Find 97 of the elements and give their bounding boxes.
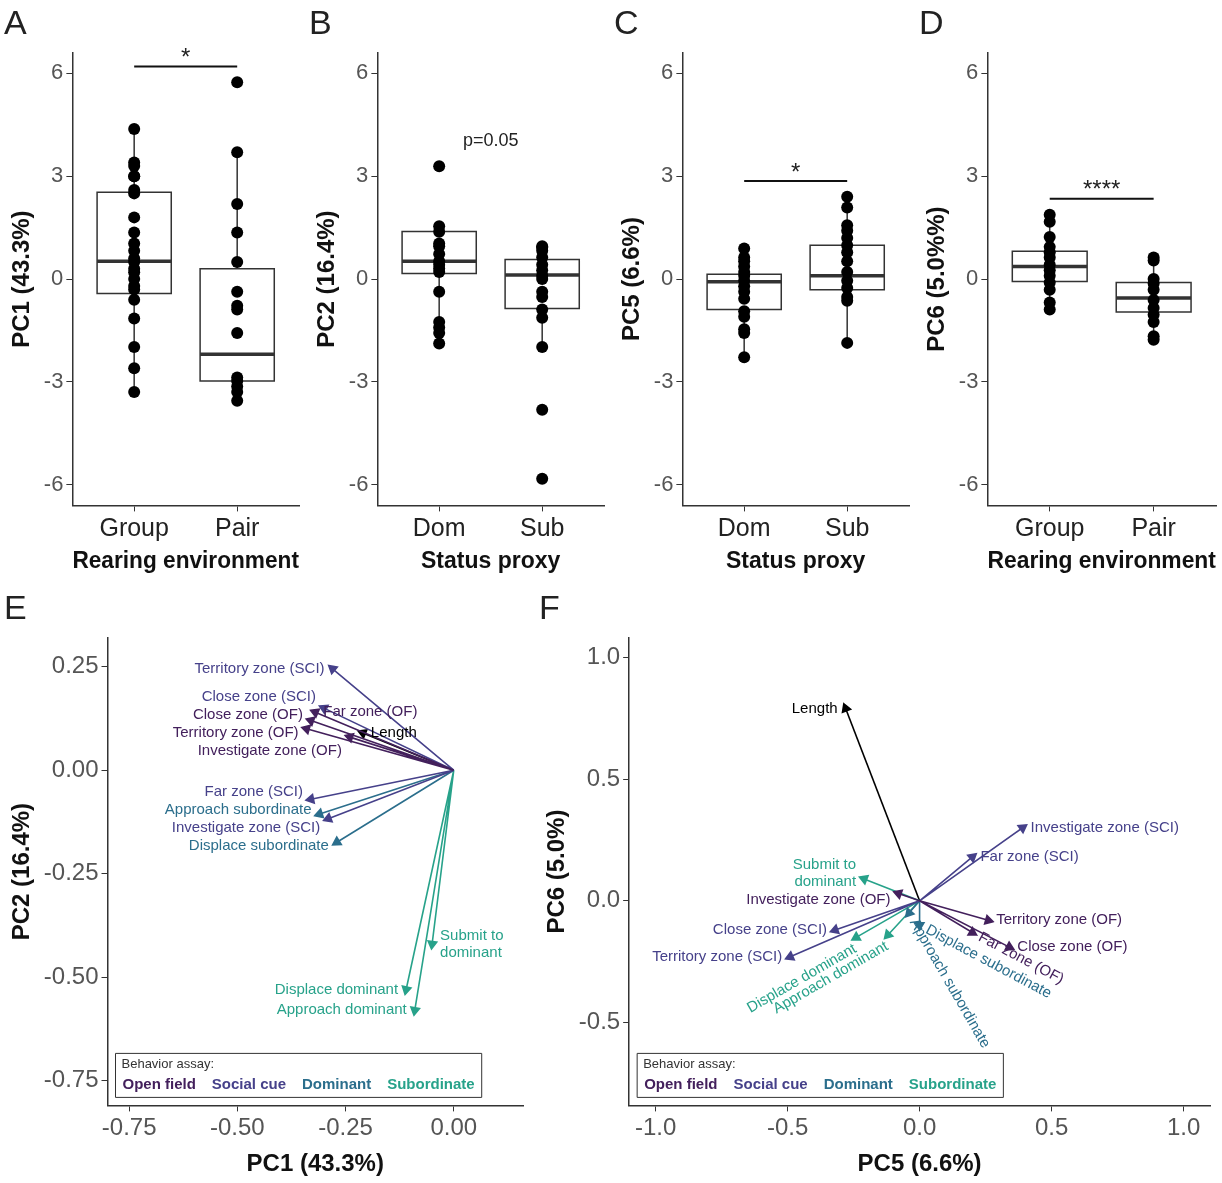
y-axis-title: PC2 (16.4%) [7, 802, 35, 941]
annotation: Far zone (SCI) [980, 847, 1079, 865]
y-axis-title: PC6 (5.0%) [542, 809, 570, 934]
chart-title: A [4, 2, 27, 41]
y-tick-label: 3 [51, 162, 64, 188]
annotation: p=0.05 [462, 130, 519, 151]
x-tick-label: 0.5 [1034, 1113, 1069, 1141]
chart-title: F [539, 587, 560, 626]
x-tick-label: Sub [824, 513, 870, 542]
text: Dominant [823, 1074, 893, 1092]
x-tick-label: -0.50 [209, 1113, 265, 1141]
y-tick-label: 1.0 [586, 641, 621, 669]
y-axis-title: PC6 (5.0%%) [922, 206, 950, 352]
annotation: Investigate zone (OF) [197, 740, 342, 758]
annotation: Length [791, 698, 838, 716]
x-tick-label: Pair [1131, 513, 1176, 542]
x-tick-label: Pair [214, 513, 260, 542]
x-tick-label: Group [99, 513, 169, 542]
y-tick-label: 0.00 [51, 754, 99, 782]
x-axis-title: PC1 (43.3%) [246, 1149, 384, 1177]
text: Social cue [733, 1074, 808, 1092]
text: Open field [122, 1074, 196, 1092]
annotation: Investigate zone (SCI) [1030, 817, 1179, 835]
annotation: Territory zone (SCI) [194, 658, 325, 676]
text: Subordinate [908, 1074, 997, 1092]
text: Dominant [302, 1074, 372, 1092]
x-tick-label: Dom [412, 513, 466, 542]
annotation: Territory zone (OF) [172, 722, 299, 740]
x-axis-title: Rearing environment [987, 546, 1217, 573]
annotation: **** [1083, 175, 1121, 203]
y-tick-label: 6 [966, 59, 979, 85]
annotation: * [791, 157, 801, 185]
y-tick-label: 3 [661, 162, 674, 188]
y-tick-label: 6 [51, 59, 64, 85]
x-axis-title: Status proxy [421, 546, 561, 573]
x-axis-title: Status proxy [726, 546, 866, 573]
y-tick-label: -0.5 [578, 1007, 621, 1035]
chart-title: B [309, 2, 332, 41]
y-axis-title: PC2 (16.4%) [312, 210, 340, 348]
y-tick-label: 0 [51, 265, 64, 291]
y-tick-label: 0 [356, 265, 369, 291]
y-tick-label: -0.25 [43, 858, 99, 886]
annotation: Approach dominant [276, 1000, 408, 1018]
y-tick-label: 0 [661, 265, 674, 291]
annotation: Far zone (SCI) [204, 781, 303, 799]
text: Subordinate [387, 1074, 475, 1092]
y-tick-label: -6 [43, 470, 64, 496]
text: Social cue [211, 1074, 287, 1092]
annotation: Investigate zone (OF) [746, 889, 891, 907]
annotation: Displace subordinate [188, 835, 329, 853]
y-tick-label: 0 [966, 265, 979, 291]
y-tick-label: -6 [958, 470, 979, 496]
y-tick-label: 3 [356, 162, 369, 188]
y-tick-label: -3 [958, 368, 979, 394]
chart-title: E [4, 587, 27, 626]
x-tick-label: 0.0 [902, 1113, 937, 1141]
legend-title: Behavior assay: [121, 1055, 214, 1071]
y-tick-label: -6 [348, 470, 369, 496]
y-tick-label: -3 [43, 368, 64, 394]
y-tick-label: 3 [966, 162, 979, 188]
y-tick-label: -3 [348, 368, 369, 394]
y-tick-label: -3 [653, 368, 674, 394]
y-axis-title: PC5 (6.6%) [617, 217, 645, 342]
y-axis-title: PC1 (43.3%) [7, 210, 35, 348]
x-tick-label: 1.0 [1166, 1113, 1201, 1141]
annotation: Investigate zone (SCI) [171, 817, 321, 835]
y-tick-label: -6 [653, 470, 674, 496]
x-axis-title: PC5 (6.6%) [857, 1149, 982, 1177]
y-tick-label: -0.75 [43, 1065, 99, 1093]
annotation: Displace dominant [274, 979, 399, 997]
x-tick-label: -0.75 [101, 1113, 157, 1141]
annotation: Submit to dominant [792, 854, 857, 889]
y-tick-label: 6 [661, 59, 674, 85]
y-tick-label: 0.5 [586, 763, 621, 791]
annotation: Close zone (SCI) [201, 686, 316, 704]
annotation: Approach subordinate [164, 799, 312, 817]
x-tick-label: Dom [717, 513, 771, 542]
x-tick-label: -1.0 [634, 1113, 677, 1141]
x-axis-title: Rearing environment [72, 546, 300, 573]
annotation: Close zone (OF) [192, 704, 303, 722]
chart-title: D [919, 2, 944, 41]
y-tick-label: 0.0 [586, 885, 621, 913]
y-tick-label: 6 [356, 59, 369, 85]
chart-title: C [614, 2, 639, 41]
annotation: Territory zone (SCI) [652, 946, 783, 964]
legend-title: Behavior assay: [643, 1055, 736, 1071]
annotation: Territory zone (OF) [996, 910, 1123, 928]
x-tick-label: Sub [519, 513, 565, 542]
annotation: Close zone (SCI) [712, 920, 828, 938]
y-tick-label: 0.25 [51, 651, 99, 679]
annotation: * [181, 43, 191, 71]
x-tick-label: Group [1014, 513, 1085, 542]
y-tick-label: -0.50 [43, 961, 99, 989]
text: Open field [644, 1074, 718, 1092]
annotation: Submit to dominant [440, 925, 504, 960]
x-tick-label: -0.5 [766, 1113, 809, 1141]
x-tick-label: 0.00 [430, 1113, 478, 1141]
